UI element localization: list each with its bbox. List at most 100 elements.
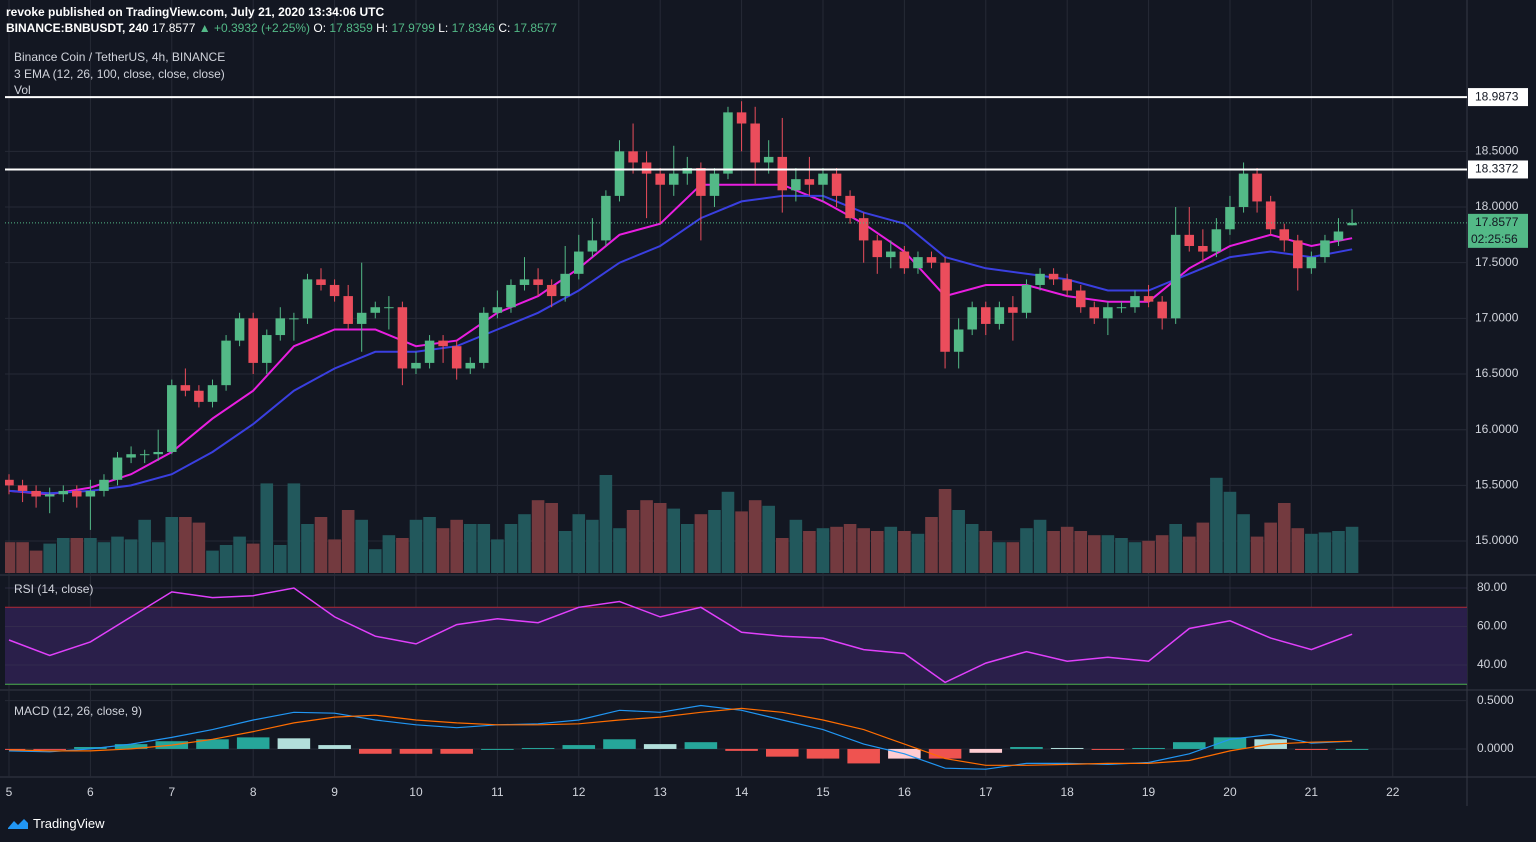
volume-bar [165, 517, 179, 573]
candle-body [723, 112, 733, 174]
volume-bar [111, 536, 124, 573]
y-tick-label: 0.5000 [1477, 693, 1514, 707]
brand-logo [8, 819, 28, 829]
volume-bar [762, 505, 775, 573]
volume-bar [993, 542, 1006, 573]
candle-body [601, 195, 611, 241]
candle-body [804, 179, 815, 185]
volume-bar [1033, 519, 1047, 573]
last-price: 17.8577 [152, 21, 196, 35]
volume-bar [246, 543, 260, 573]
x-tick-label: 16 [898, 785, 912, 799]
macd-histogram-bar [359, 748, 392, 754]
volume-bar [653, 503, 667, 573]
volume-bar [16, 542, 29, 573]
volume-bar [925, 517, 938, 573]
candle-body [1320, 240, 1330, 258]
last-price-box [1468, 213, 1528, 248]
candle-body [58, 490, 69, 495]
candle-body [221, 340, 231, 386]
volume-bar [56, 538, 70, 573]
candle-body [574, 251, 584, 274]
candle-body [167, 385, 177, 452]
macd-histogram-bar [5, 748, 26, 750]
y-tick-label: 0.0000 [1477, 741, 1514, 755]
candle-body [709, 173, 720, 196]
volume-bar [898, 531, 911, 573]
candle-body [1306, 257, 1317, 269]
macd-histogram-bar [277, 738, 311, 749]
volume-bar [287, 483, 301, 573]
volume-bar [857, 528, 870, 573]
pane-title: MACD (12, 26, close, 9) [14, 704, 142, 718]
volume-bar [151, 542, 165, 573]
candle-body [438, 340, 448, 347]
volume-bar [1277, 503, 1291, 573]
x-tick-label: 21 [1305, 785, 1319, 799]
candle-body [560, 273, 570, 297]
candle-body [1265, 201, 1276, 230]
ema-line [8, 194, 1353, 495]
candle-body [1048, 273, 1059, 280]
volume-bar [1196, 522, 1210, 573]
volume-bar [789, 519, 803, 573]
x-tick-label: 17 [979, 785, 993, 799]
macd-histogram-bar [33, 748, 66, 750]
candle-body [31, 490, 41, 497]
volume-bar [558, 531, 572, 573]
volume-bar [409, 519, 423, 573]
candle-body [628, 151, 638, 163]
ohlc: O: 17.8359 H: 17.9799 L: 17.8346 C: 17.8… [313, 21, 557, 35]
macd-histogram-bar [725, 748, 758, 751]
macd-histogram-bar [1172, 742, 1206, 749]
x-tick-label: 11 [491, 785, 504, 799]
ohlc-key: O: [313, 21, 327, 35]
candle-body [1198, 245, 1208, 252]
candle-body [126, 454, 136, 458]
ohlc-value: 17.8346 [451, 21, 495, 35]
volume-bar [341, 510, 355, 573]
volume-bar [680, 524, 694, 573]
candle-body [940, 262, 950, 352]
candle-body [479, 312, 489, 363]
volume-bar [301, 524, 314, 573]
volume-bar [97, 542, 111, 573]
candle-body [763, 156, 774, 163]
candle-body [370, 307, 381, 313]
countdown: 02:25:56 [1471, 232, 1518, 246]
candle-body [1157, 301, 1167, 319]
volume-bar [219, 545, 233, 573]
candle-body [153, 451, 163, 455]
candle-body [1143, 296, 1154, 302]
candle-body [1103, 307, 1113, 319]
change: ▲ +0.3932 (+2.25%) [198, 21, 311, 35]
x-tick-label: 12 [572, 785, 586, 799]
candle-body [926, 257, 937, 263]
candle-body [791, 179, 801, 191]
candle-body [1170, 234, 1181, 319]
level-label: 18.9873 [1475, 89, 1519, 103]
candle-body [519, 279, 530, 285]
level-label-box [1468, 160, 1528, 179]
candle-body [967, 307, 977, 330]
volume-bar [1223, 491, 1237, 573]
brand: TradingView [33, 816, 105, 831]
macd-histogram-bar [969, 748, 1003, 753]
ohlc-key: H: [376, 21, 389, 35]
y-tick-label: 80.00 [1477, 580, 1507, 594]
volume-bar [1264, 522, 1277, 573]
volume-bar [29, 550, 43, 573]
macd-histogram-bar [521, 747, 555, 749]
volume-bar [477, 524, 491, 573]
candle-body [194, 390, 204, 402]
candle-body [533, 279, 543, 285]
candle-body [465, 362, 476, 369]
volume-bar [1237, 514, 1250, 573]
volume-bar [1318, 532, 1332, 573]
candle-body [1089, 307, 1100, 319]
x-tick-label: 18 [1060, 785, 1074, 799]
candle-body [913, 257, 923, 269]
volume-bar [1155, 535, 1169, 573]
candle-body [587, 240, 598, 252]
